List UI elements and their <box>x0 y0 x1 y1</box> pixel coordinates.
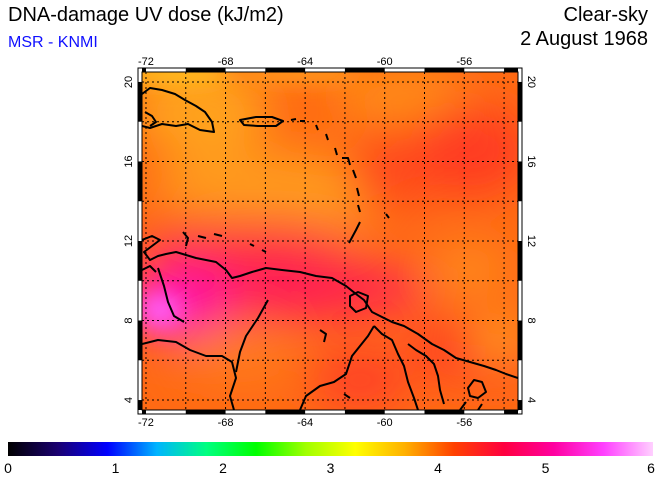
colorbar-tick-label: 1 <box>111 460 120 476</box>
map-frame <box>137 67 523 415</box>
frame-check <box>344 68 385 72</box>
colorbar-tick-label: 4 <box>434 460 442 476</box>
lat-tick-label-left: 16 <box>123 155 135 167</box>
frame-check <box>138 400 142 410</box>
frame-check <box>185 68 226 72</box>
frame-check <box>424 410 465 414</box>
lon-tick-label-bottom: -68 <box>218 417 234 429</box>
frame-check <box>518 241 522 281</box>
lon-tick-label-bottom: -64 <box>297 417 313 429</box>
frame-check <box>138 161 142 202</box>
lat-tick-label-left: 12 <box>123 235 135 247</box>
graticule <box>142 72 518 410</box>
frame-check <box>138 320 142 361</box>
frame-check <box>504 68 518 72</box>
lon-tick-label-top: -72 <box>138 56 154 68</box>
lon-tick-label-bottom: -56 <box>456 417 472 429</box>
frame-check <box>518 81 522 122</box>
colorbar-tick-label: 3 <box>326 460 335 476</box>
frame-check <box>518 161 522 202</box>
lat-tick-label-left: 8 <box>123 317 135 323</box>
colorbar-tick-label: 6 <box>647 460 655 476</box>
frame-check <box>142 68 146 72</box>
lon-tick-label-bottom: -60 <box>377 417 393 429</box>
axis-tick-labels: -72 -72 -68 -68 -64 -64 -60 -60 -56 -56 20 20 16 16 12… <box>123 56 537 429</box>
lon-tick-label-top: -60 <box>377 56 393 68</box>
lon-tick-label-top: -68 <box>218 56 234 68</box>
frame-check <box>185 410 226 414</box>
frame-check <box>138 81 142 122</box>
map-date: 2 August 1968 <box>520 28 648 50</box>
map-title: DNA-damage UV dose (kJ/m2) <box>8 4 284 26</box>
lat-tick-label-left: 4 <box>123 397 135 403</box>
colorbar <box>8 442 653 456</box>
frame-check <box>265 68 306 72</box>
lon-tick-label-top: -56 <box>456 56 472 68</box>
sky-condition: Clear-sky <box>563 4 648 26</box>
lat-tick-label-right: 12 <box>525 235 537 247</box>
frame-check <box>142 410 146 414</box>
coastlines <box>142 87 518 410</box>
frame-check <box>518 320 522 361</box>
lat-tick-label-right: 20 <box>525 76 537 88</box>
lat-tick-label-left: 20 <box>123 76 135 88</box>
frame-check <box>518 400 522 410</box>
data-credit: MSR - KNMI <box>8 34 98 51</box>
frame-check <box>424 68 465 72</box>
frame-check <box>138 241 142 281</box>
frame-check <box>265 410 306 414</box>
lon-tick-label-top: -64 <box>297 56 313 68</box>
lat-tick-label-right: 16 <box>525 155 537 167</box>
lat-tick-label-right: 8 <box>525 317 537 323</box>
lon-tick-label-bottom: -72 <box>138 417 154 429</box>
lat-tick-label-right: 4 <box>525 397 537 403</box>
frame-check <box>504 410 518 414</box>
colorbar-tick-label: 2 <box>219 460 227 476</box>
colorbar-tick-label: 0 <box>4 460 12 476</box>
colorbar-tick-label: 5 <box>541 460 550 476</box>
frame-check <box>344 410 385 414</box>
uv-dose-field <box>142 72 518 410</box>
